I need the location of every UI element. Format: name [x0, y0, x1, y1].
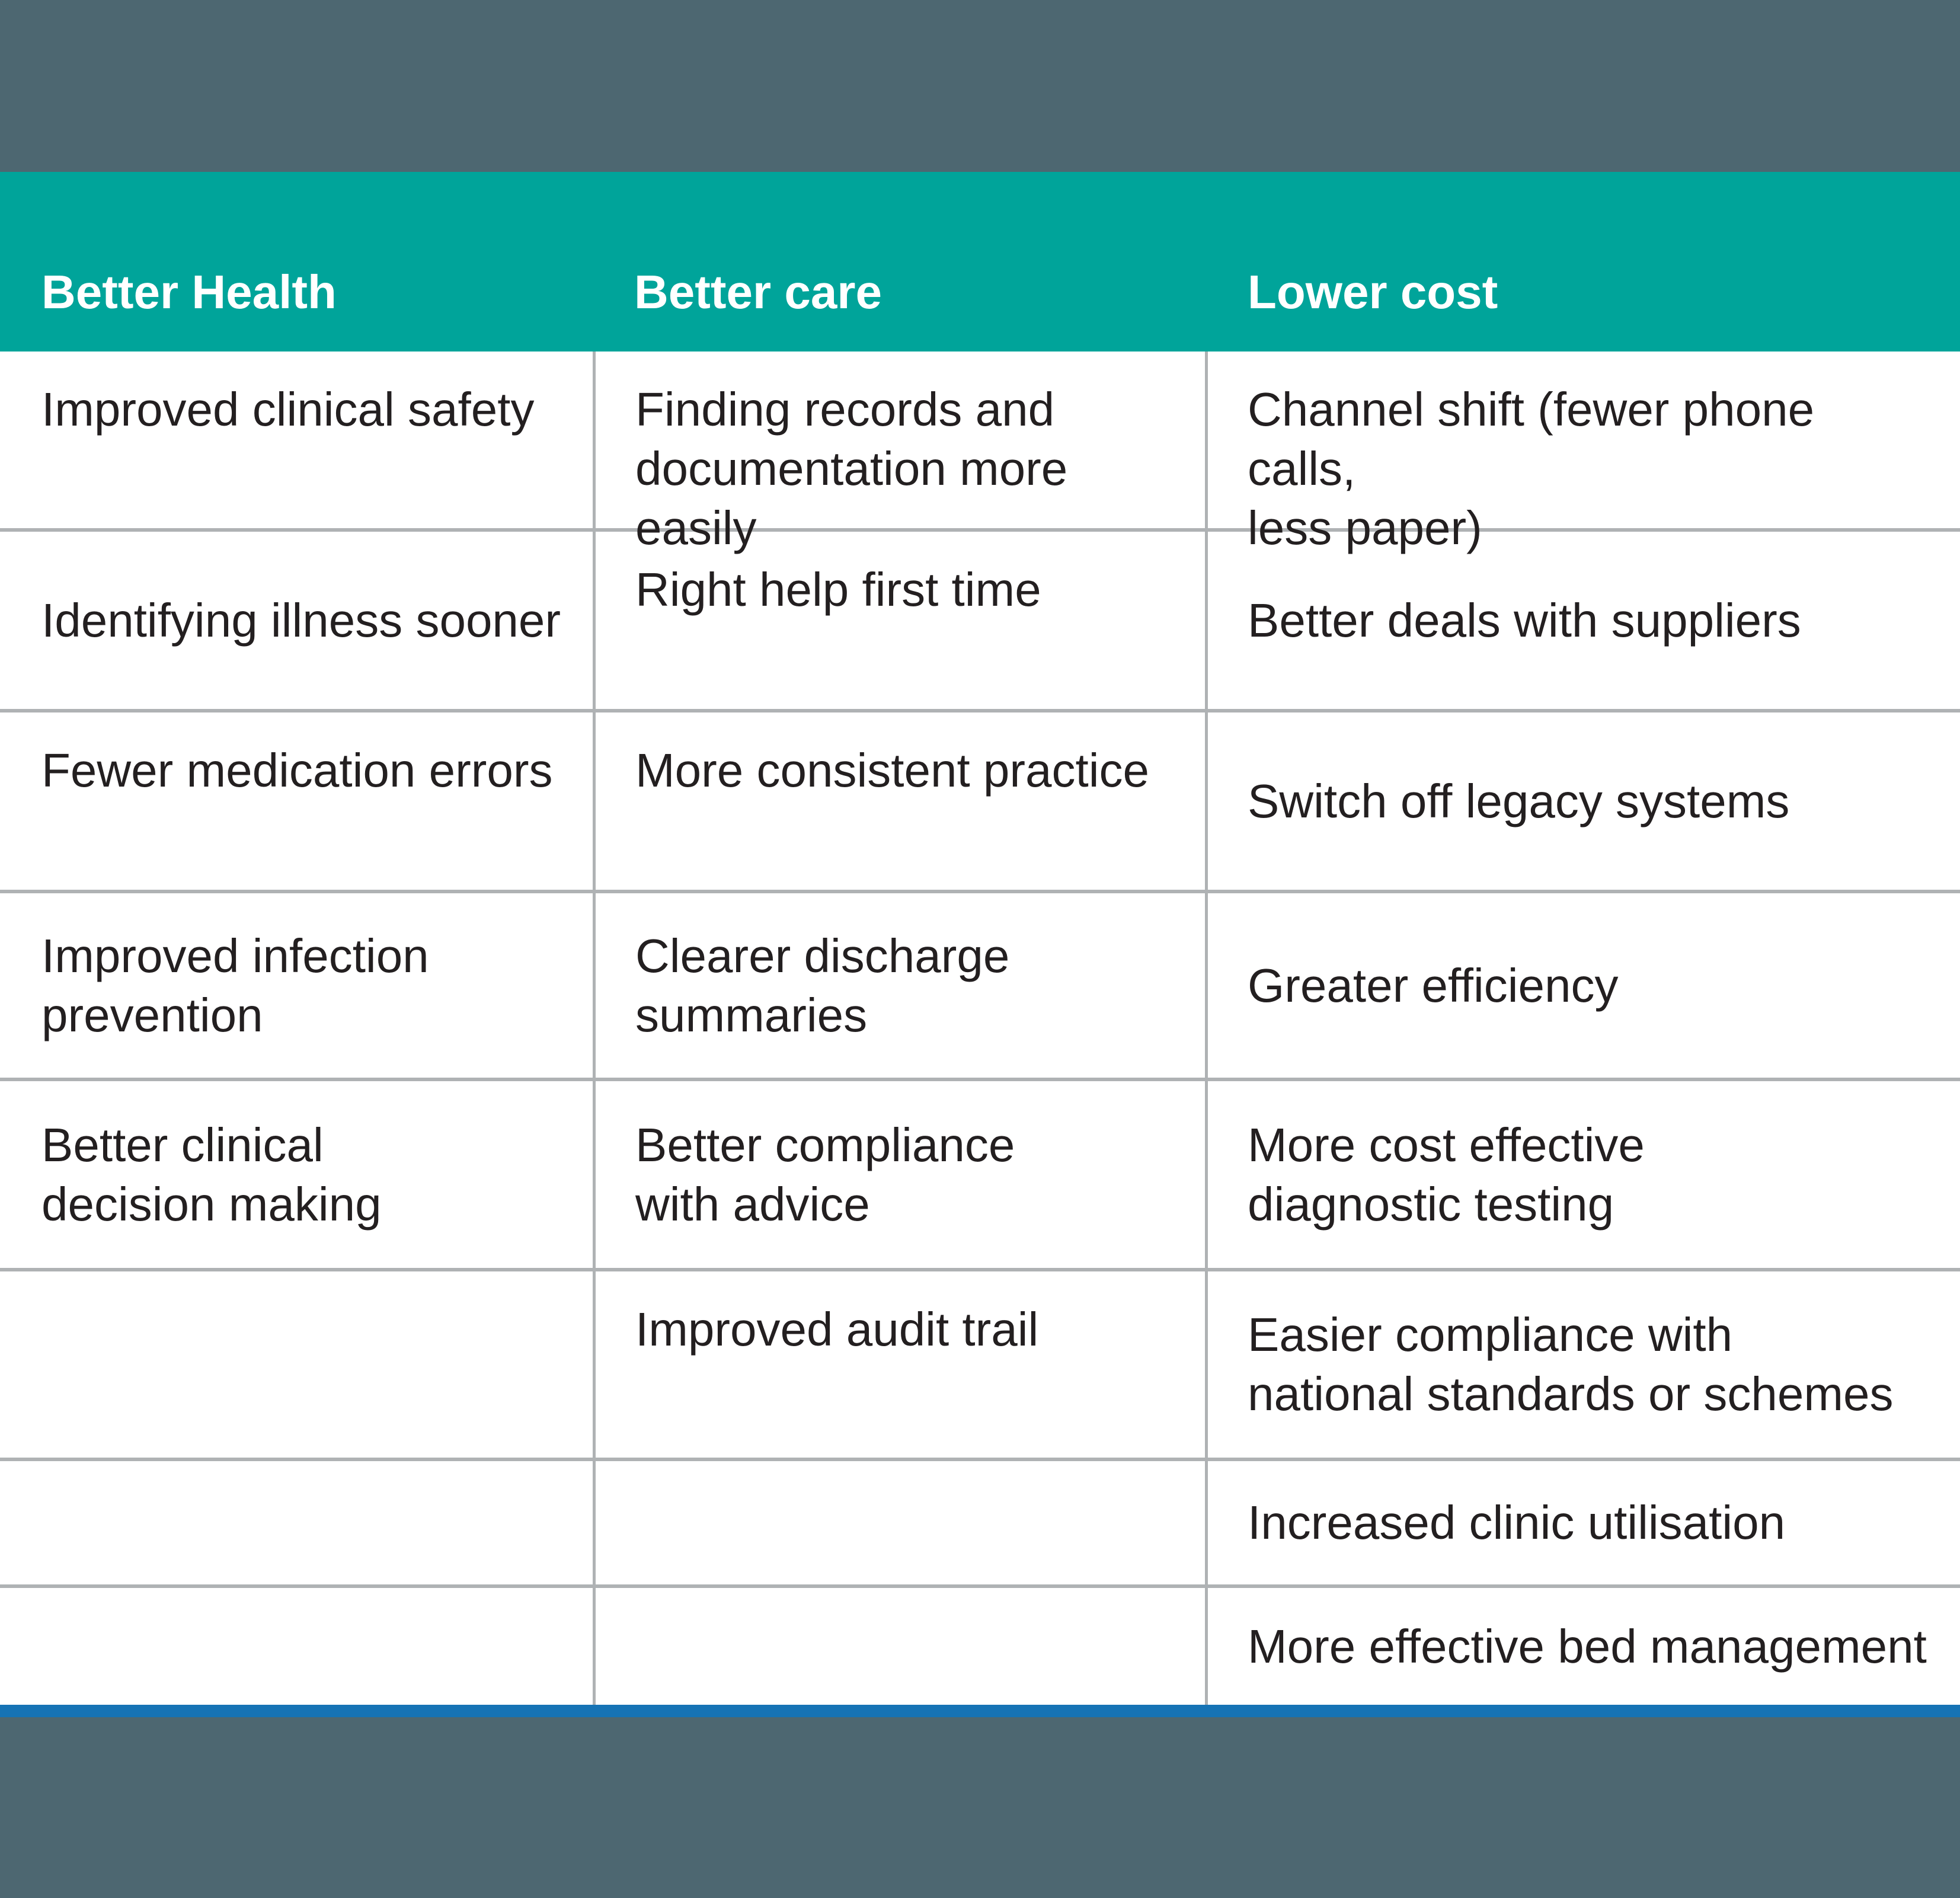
- table-cell: Clearer discharge summaries: [593, 893, 1205, 1081]
- cell-text: Switch off legacy systems: [1248, 774, 1790, 827]
- cell-text: More effective bed management: [1248, 1619, 1927, 1673]
- top-background-band: [0, 0, 1960, 172]
- table-cell: Improved clinical safety: [0, 352, 593, 532]
- column-header-lower-cost: Lower cost: [1205, 172, 1960, 352]
- table-cell: Finding records and documentation more e…: [593, 352, 1205, 554]
- cell-text: Greater efficiency: [1248, 958, 1619, 1012]
- table-cell: Better compliance with advice: [593, 1081, 1205, 1271]
- cell-text: Fewer medication errors: [41, 744, 553, 797]
- bottom-accent-rule: [0, 1705, 1960, 1717]
- table-cell: Increased clinic utilisation: [1205, 1461, 1960, 1588]
- table-cell: [593, 1588, 1205, 1705]
- table-cell: [0, 1588, 593, 1705]
- cell-text: Better compliance with advice: [635, 1118, 1015, 1231]
- table-cell: Easier compliance with national standard…: [1205, 1271, 1960, 1461]
- cell-text: Better deals with suppliers: [1248, 593, 1801, 647]
- table-cell: Switch off legacy systems: [1205, 712, 1960, 893]
- benefits-table-grid: Improved clinical safety Finding records…: [0, 352, 1960, 1705]
- table-cell: More cost effective diagnostic testing: [1205, 1081, 1960, 1271]
- column-header-label: Lower cost: [1248, 266, 1498, 318]
- table-cell: More effective bed management: [1205, 1588, 1960, 1705]
- cell-text: Improved clinical safety: [41, 383, 535, 436]
- cell-text: Easier compliance with national standard…: [1248, 1308, 1894, 1420]
- cell-text: Finding records and documentation more e…: [635, 383, 1068, 554]
- cell-text: Improved audit trail: [635, 1303, 1039, 1356]
- cell-text: Increased clinic utilisation: [1248, 1496, 1786, 1549]
- table-cell: Improved audit trail: [593, 1271, 1205, 1461]
- table-cell: Better clinical decision making: [0, 1081, 593, 1271]
- table-cell: Improved infection prevention: [0, 893, 593, 1081]
- table-cell: Fewer medication errors: [0, 712, 593, 893]
- cell-text: Clearer discharge summaries: [635, 929, 1010, 1041]
- cell-text: More consistent practice: [635, 744, 1150, 797]
- table-cell: [0, 1461, 593, 1588]
- cell-text: Right help first time: [635, 563, 1041, 616]
- column-header-better-health: Better Health: [0, 172, 593, 352]
- bottom-background-band: [0, 1717, 1960, 1898]
- cell-text: Improved infection prevention: [41, 929, 429, 1041]
- column-header-label: Better care: [634, 266, 883, 318]
- table-cell: [593, 1461, 1205, 1588]
- cell-text: Channel shift (fewer phone calls, less p…: [1248, 383, 1815, 554]
- table-cell: Channel shift (fewer phone calls, less p…: [1205, 352, 1960, 554]
- cell-text: Identifying illness sooner: [41, 593, 561, 647]
- table-cell: More consistent practice: [593, 712, 1205, 893]
- table-cell: [0, 1271, 593, 1461]
- table-cell: Greater efficiency: [1205, 893, 1960, 1081]
- column-header-label: Better Health: [41, 266, 337, 318]
- table-cell: Identifying illness sooner: [0, 532, 593, 712]
- table-cell: Right help first time: [593, 532, 1205, 712]
- table-cell: Better deals with suppliers: [1205, 532, 1960, 712]
- column-header-better-care: Better care: [593, 172, 1205, 352]
- table-header-row: Better Health Better care Lower cost: [0, 172, 1960, 352]
- cell-text: More cost effective diagnostic testing: [1248, 1118, 1645, 1231]
- cell-text: Better clinical decision making: [41, 1118, 382, 1231]
